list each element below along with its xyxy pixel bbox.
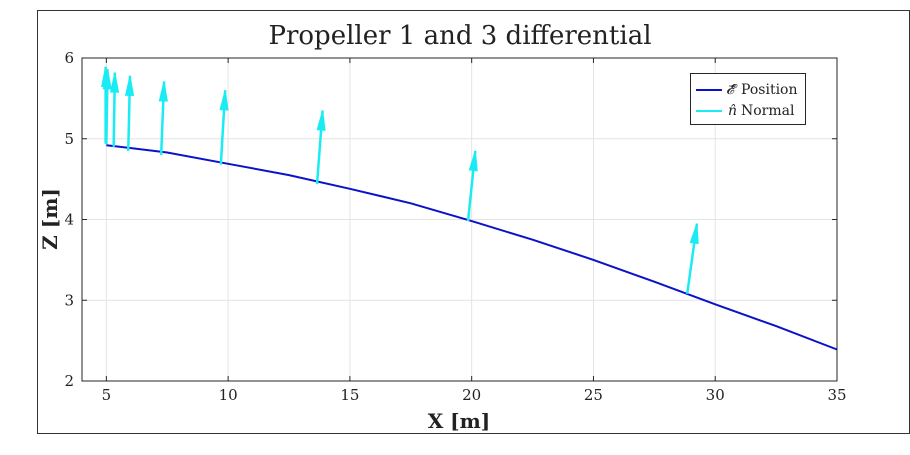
normal-vector-head: [158, 81, 168, 102]
normal-vector-head: [316, 110, 326, 131]
normal-vector-head: [219, 90, 229, 111]
legend-label-position: Position: [741, 82, 798, 98]
x-tick-label: 10: [219, 386, 238, 404]
legend-label-normal: Normal: [741, 103, 795, 119]
position-line: [106, 144, 838, 351]
x-tick-label: 20: [462, 386, 481, 404]
legend: 𝓔⃗ Position n̂ Normal: [690, 73, 806, 125]
legend-symbol-normal: n̂: [728, 103, 737, 119]
normal-vector-head: [468, 150, 478, 172]
plot-area: 5 10 15 20 25 30 35 2 3 4 5 6: [64, 49, 846, 404]
x-tick-label: 30: [706, 386, 725, 404]
normal-vector-head: [124, 75, 135, 96]
y-tick-label: 6: [64, 49, 74, 67]
chart-title: Propeller 1 and 3 differential: [268, 21, 651, 51]
y-axis-title: Z [m]: [38, 188, 62, 250]
x-tick-label: 5: [102, 386, 112, 404]
legend-box: [690, 73, 806, 125]
x-axis-title: X [m]: [428, 409, 491, 433]
x-tick-label: 15: [340, 386, 359, 404]
y-tick-label: 2: [64, 372, 74, 390]
y-tick-label: 5: [64, 130, 74, 148]
y-tick-label: 4: [64, 211, 74, 229]
x-tick-label: 25: [584, 386, 603, 404]
normal-vector-head: [689, 223, 699, 245]
x-tick-label: 35: [827, 386, 846, 404]
normal-vector-head: [109, 72, 120, 93]
normal-vector-head: [102, 69, 112, 90]
y-tick-label: 3: [64, 291, 74, 309]
